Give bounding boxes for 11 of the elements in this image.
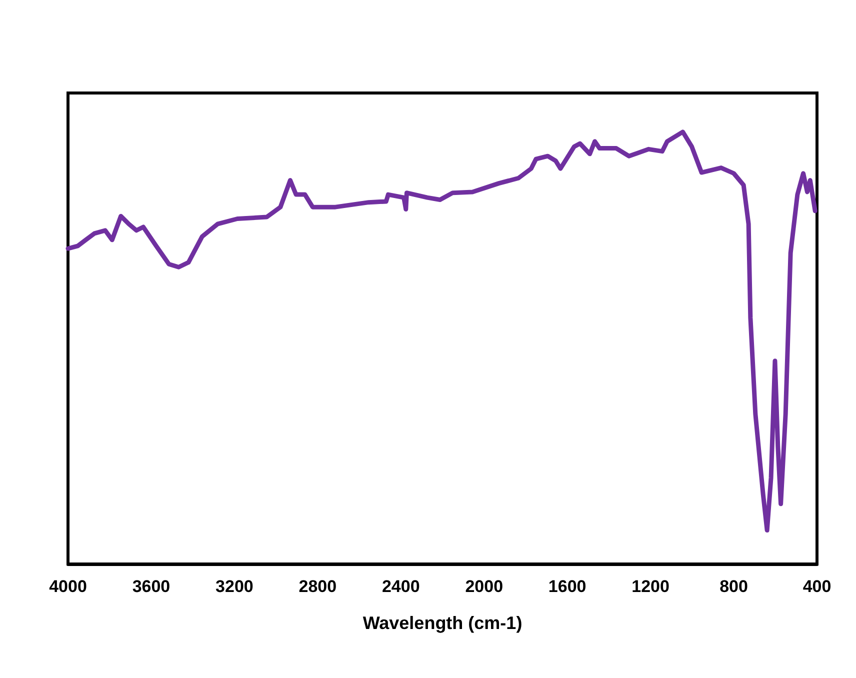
x-tick-label: 800: [720, 577, 748, 596]
x-tick-label: 3600: [132, 577, 170, 596]
x-tick-label: 2400: [382, 577, 420, 596]
x-tick-label: 1200: [632, 577, 670, 596]
x-tick-label: 400: [802, 577, 832, 596]
x-tick-label: 2000: [465, 577, 504, 596]
x-tick-label: 3200: [216, 577, 254, 596]
x-tick-label: 2800: [298, 577, 337, 596]
x-axis-title: Wavelength (cm-1): [362, 613, 522, 633]
x-tick-label: 1600: [548, 577, 586, 596]
x-tick-label: 4000: [49, 577, 87, 596]
